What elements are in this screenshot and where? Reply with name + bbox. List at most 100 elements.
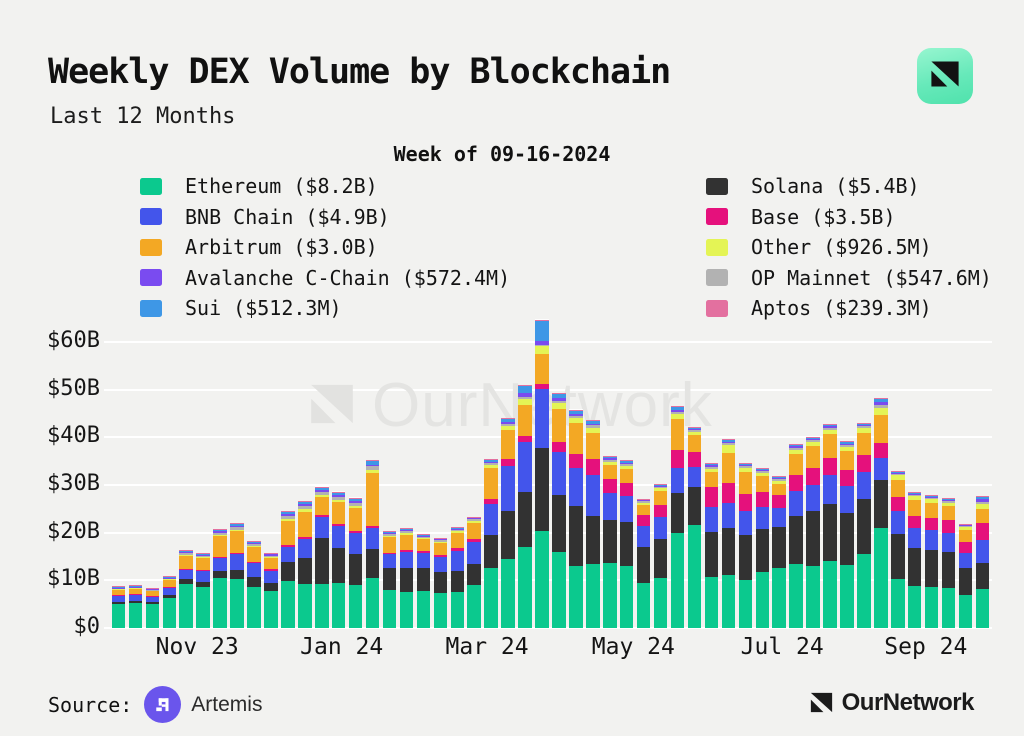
bar-segment-op-mainnet — [907, 495, 922, 497]
bar-segment-op-mainnet — [382, 533, 397, 536]
bar-segment-sui — [789, 444, 803, 447]
bar-segment-sui — [907, 492, 922, 494]
bar-week-31 — [619, 460, 634, 628]
bar-segment-base — [636, 514, 651, 526]
bar-segment-base — [416, 551, 431, 553]
bar-segment-bnb-chain — [535, 389, 549, 448]
bar-segment-sui — [755, 467, 769, 470]
bar-segment-other — [433, 541, 448, 544]
bar-segment-arbitrum — [382, 537, 397, 553]
bar-segment-solana — [941, 551, 956, 588]
bar-segment-op-mainnet — [958, 526, 973, 528]
source-name: Artemis — [191, 692, 263, 716]
bar-segment-bnb-chain — [840, 485, 854, 513]
bar-segment-base — [738, 493, 753, 511]
bar-segment-op-mainnet — [687, 430, 702, 433]
bar-segment-bnb-chain — [416, 552, 431, 568]
bar-segment-base — [467, 539, 481, 543]
bar-segment-avalanche-c-chain — [857, 424, 871, 427]
bar-segment-op-mainnet — [281, 516, 295, 519]
bar-week-50 — [941, 498, 956, 628]
bar-week-43 — [823, 423, 837, 628]
bar-segment-base — [230, 552, 244, 555]
bar-segment-base — [179, 568, 193, 570]
bar-segment-op-mainnet — [975, 501, 990, 505]
bar-segment-bnb-chain — [264, 570, 278, 584]
bar-segment-other — [789, 449, 803, 454]
bar-segment-arbitrum — [315, 496, 329, 516]
bar-segment-ethereum — [518, 546, 532, 628]
y-axis-label: $40B — [47, 423, 100, 449]
bar-segment-other — [653, 488, 668, 492]
bar-segment-arbitrum — [433, 543, 448, 556]
bar-segment-avalanche-c-chain — [789, 446, 803, 448]
bar-week-4 — [162, 576, 177, 628]
bar-segment-arbitrum — [755, 476, 769, 492]
bar-segment-sui — [331, 492, 346, 496]
bar-segment-op-mainnet — [823, 427, 837, 430]
bar-segment-avalanche-c-chain — [603, 458, 617, 460]
bar-segment-avalanche-c-chain — [450, 528, 465, 530]
bar-segment-other — [382, 535, 397, 538]
bar-week-22 — [467, 516, 481, 628]
bar-segment-solana — [315, 538, 329, 584]
bar-segment-other — [907, 496, 922, 501]
bar-segment-bnb-chain — [789, 491, 803, 516]
bar-segment-arbitrum — [670, 418, 685, 451]
bar-segment-op-mainnet — [738, 466, 753, 469]
bar-segment-solana — [569, 506, 583, 567]
bar-week-15 — [348, 497, 363, 628]
bar-segment-ethereum — [535, 531, 549, 628]
bar-segment-sui — [518, 385, 532, 394]
bar-segment-solana — [552, 494, 566, 552]
x-axis-label: Jan 24 — [300, 634, 384, 660]
bar-segment-ethereum — [738, 579, 753, 628]
legend-item-left-4: Sui ($512.3M) — [140, 296, 510, 320]
bar-segment-bnb-chain — [450, 550, 465, 571]
legend-swatch — [706, 269, 728, 286]
bar-segment-avalanche-c-chain — [331, 495, 346, 497]
bar-segment-ethereum — [941, 587, 956, 628]
bar-segment-bnb-chain — [653, 516, 668, 539]
bar-segment-ethereum — [806, 566, 820, 628]
bar-segment-arbitrum — [348, 507, 363, 531]
bar-segment-sui — [806, 436, 820, 439]
bar-segment-solana — [755, 528, 769, 572]
bar-week-30 — [603, 456, 617, 628]
bar-week-47 — [891, 470, 905, 628]
bar-segment-sui — [128, 585, 143, 587]
bar-segment-base — [501, 458, 515, 466]
bar-segment-other — [704, 468, 719, 473]
bar-week-26 — [535, 319, 549, 628]
bar-segment-bnb-chain — [162, 587, 177, 595]
bar-segment-other — [603, 461, 617, 465]
bar-segment-ethereum — [704, 576, 719, 628]
bar-segment-ethereum — [213, 578, 227, 628]
bar-week-37 — [721, 439, 736, 628]
bar-segment-avalanche-c-chain — [162, 577, 177, 579]
bar-segment-sui — [365, 460, 380, 465]
y-axis-label: $0 — [73, 614, 101, 639]
bar-segment-base — [603, 479, 617, 493]
bar-segment-avalanche-c-chain — [535, 340, 549, 345]
bar-segment-arbitrum — [162, 580, 177, 587]
bar-segment-ethereum — [501, 558, 515, 628]
bar-segment-other — [416, 537, 431, 540]
bar-segment-solana — [348, 554, 363, 586]
bar-segment-base — [365, 525, 380, 528]
bar-segment-arbitrum — [230, 531, 244, 553]
bar-week-34 — [670, 406, 685, 628]
bar-segment-sui — [704, 463, 719, 466]
bar-week-20 — [433, 537, 448, 628]
bar-segment-bnb-chain — [603, 492, 617, 521]
bar-week-52 — [975, 495, 990, 628]
bar-segment-bnb-chain — [907, 527, 922, 548]
bar-segment-op-mainnet — [653, 486, 668, 489]
bar-segment-base — [399, 550, 414, 552]
bar-segment-ethereum — [298, 584, 312, 628]
bar-segment-op-mainnet — [518, 396, 532, 400]
bar-segment-ethereum — [145, 604, 160, 628]
bar-segment-sui — [636, 498, 651, 501]
bar-segment-solana — [230, 569, 244, 580]
bar-segment-ethereum — [111, 603, 126, 628]
